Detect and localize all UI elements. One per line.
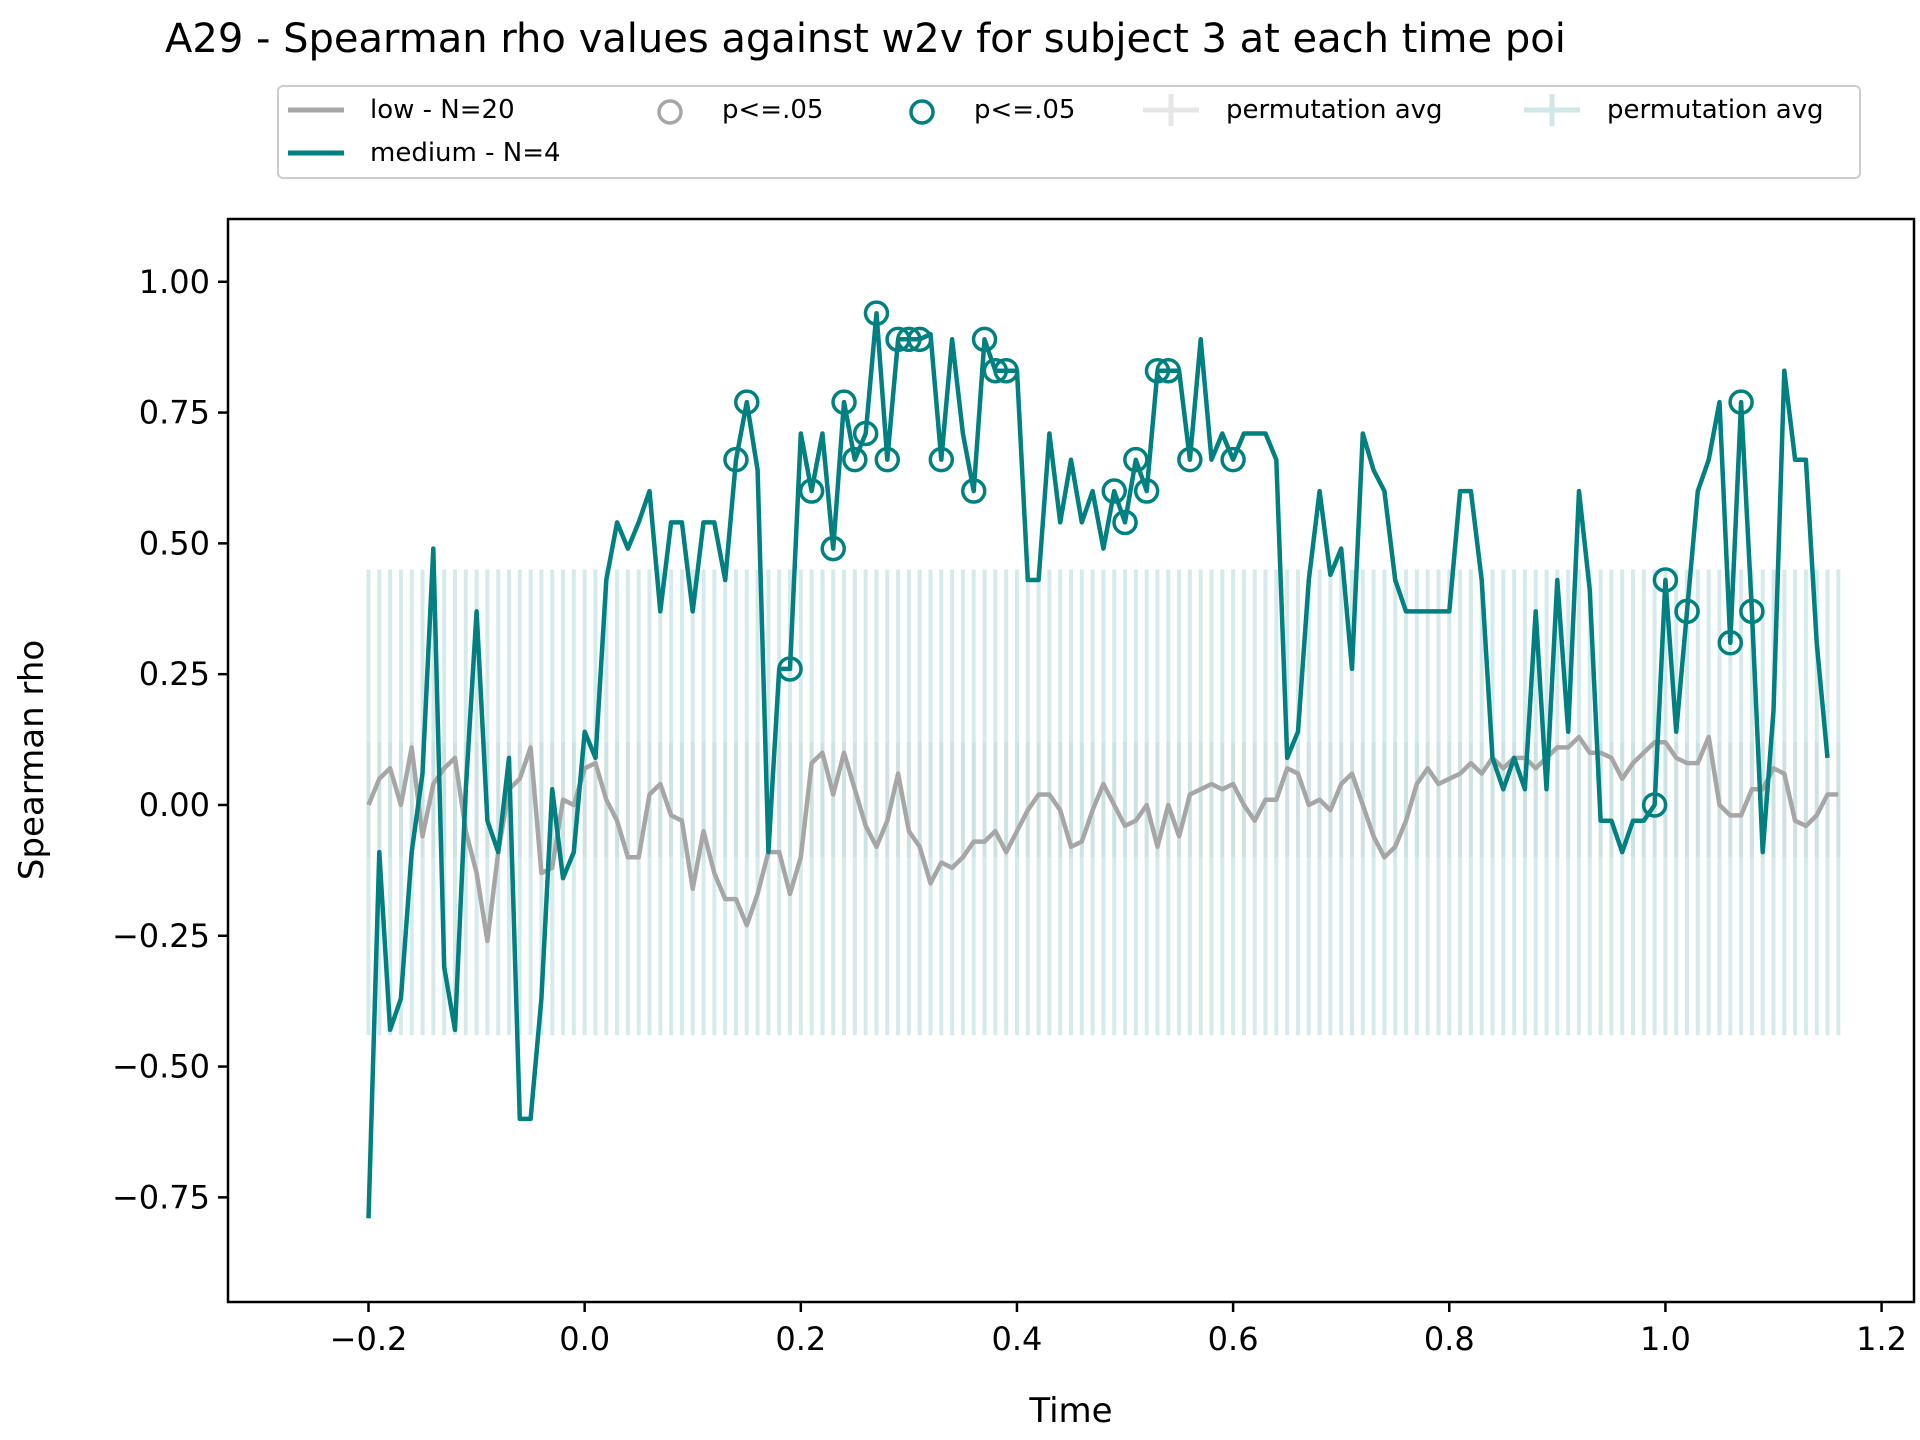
significance-marker xyxy=(723,446,749,473)
significance-marker xyxy=(831,389,857,415)
legend-label-low: low - N=20 xyxy=(370,95,515,125)
y-tick-label: 0.25 xyxy=(139,655,210,693)
significance-marker xyxy=(1220,446,1246,473)
series-line-low xyxy=(366,734,1839,944)
significance-marker xyxy=(906,326,933,353)
significance-marker xyxy=(1674,598,1700,625)
y-tick-label: −0.75 xyxy=(112,1178,210,1216)
y-tick-label: 0.75 xyxy=(139,394,210,432)
chart-title: A29 - Spearman rho values against w2v fo… xyxy=(165,16,1566,62)
significance-marker xyxy=(1101,478,1127,504)
legend-label-low-permutation: permutation avg xyxy=(1226,95,1443,125)
x-axis-label: Time xyxy=(1028,1391,1112,1431)
legend-swatch-low-permutation xyxy=(1143,94,1199,126)
legend: low - N=20 medium - N=4 p<=.05 p<=.05 pe… xyxy=(277,85,1861,179)
significance-marker xyxy=(1112,509,1138,536)
plot-area xyxy=(226,217,1916,1304)
significance-marker xyxy=(734,389,760,415)
x-tick-label: 1.0 xyxy=(1640,1320,1691,1358)
x-tick-label: 0.4 xyxy=(992,1320,1043,1358)
significance-marker xyxy=(1652,567,1679,593)
significance-marker xyxy=(874,446,901,473)
significance-marker xyxy=(896,326,922,353)
significance-marker xyxy=(971,326,998,353)
significance-marker xyxy=(960,478,987,504)
significance-marker xyxy=(1133,478,1160,504)
significance-marker xyxy=(863,300,890,326)
y-tick-label: 1.00 xyxy=(139,263,210,301)
y-axis-label: Spearman rho xyxy=(12,640,52,880)
x-tick-label: −0.2 xyxy=(330,1320,408,1358)
series-line-medium xyxy=(366,310,1830,1219)
x-tick-label: 0.6 xyxy=(1208,1320,1259,1358)
significance-marker xyxy=(928,446,955,473)
legend-label-medium-significant: p<=.05 xyxy=(974,95,1075,125)
x-axis: −0.2 0.0 0.2 0.4 0.6 0.8 1.0 1.2 xyxy=(330,1302,1907,1358)
y-tick-label: −0.50 xyxy=(112,1048,210,1086)
y-tick-label: 0.50 xyxy=(139,524,210,562)
significance-marker xyxy=(820,535,846,562)
significance-marker xyxy=(1155,357,1182,384)
significance-marker xyxy=(798,478,825,504)
legend-label-medium: medium - N=4 xyxy=(370,138,561,168)
y-axis: −0.75 −0.50 −0.25 0.00 0.25 0.50 0.75 1.00 xyxy=(112,263,228,1216)
significance-marker xyxy=(1177,446,1203,473)
legend-swatch-medium-permutation xyxy=(1524,94,1580,126)
x-tick-label: 0.0 xyxy=(559,1320,610,1358)
x-tick-label: 0.8 xyxy=(1424,1320,1475,1358)
permutation-bands xyxy=(366,569,1841,1036)
legend-label-low-significant: p<=.05 xyxy=(722,95,823,125)
y-tick-label: −0.25 xyxy=(112,917,210,955)
significance-marker xyxy=(1641,792,1668,818)
significance-marker xyxy=(1728,389,1754,415)
significance-marker xyxy=(1739,598,1765,625)
plot-frame xyxy=(226,217,1916,1304)
legend-marker-low-significant xyxy=(657,99,683,125)
significance-marker xyxy=(842,446,868,473)
significance-marker xyxy=(993,357,1019,384)
significance-marker xyxy=(982,357,1009,384)
significance-marker xyxy=(1123,446,1149,473)
significance-marker xyxy=(1717,630,1744,656)
significance-marker xyxy=(1144,357,1171,384)
legend-box xyxy=(277,85,1861,179)
significance-markers xyxy=(723,300,1765,818)
y-tick-label: 0.00 xyxy=(139,786,210,824)
significance-marker xyxy=(777,656,803,682)
x-tick-label: 1.2 xyxy=(1856,1320,1907,1358)
series-lines xyxy=(366,310,1839,1219)
legend-marker-medium-significant xyxy=(909,99,935,125)
legend-label-medium-permutation: permutation avg xyxy=(1607,95,1824,125)
x-tick-label: 0.2 xyxy=(775,1320,826,1358)
significance-marker xyxy=(852,420,879,447)
